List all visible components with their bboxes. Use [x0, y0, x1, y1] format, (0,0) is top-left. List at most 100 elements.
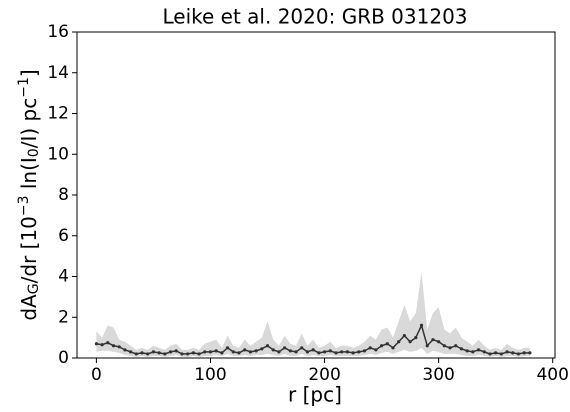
data-point: [488, 352, 492, 356]
data-point: [191, 351, 195, 355]
data-point: [111, 344, 116, 348]
data-point: [225, 346, 230, 350]
data-point: [345, 350, 349, 354]
y-tick-label: 2: [58, 307, 69, 327]
x-tick-label: 0: [91, 365, 102, 385]
data-point: [471, 350, 475, 354]
data-point: [454, 344, 458, 348]
uncertainty-band: [96, 272, 530, 357]
data-point: [528, 351, 532, 355]
data-point: [174, 349, 178, 353]
data-point: [522, 351, 526, 355]
data-point: [260, 347, 264, 351]
data-point: [305, 350, 310, 354]
data-point: [465, 349, 469, 353]
x-tick-label: 100: [194, 365, 226, 385]
data-point: [459, 347, 464, 351]
y-tick-label: 8: [58, 185, 69, 205]
data-point: [311, 348, 315, 352]
y-axis-label-part: −3: [16, 196, 32, 217]
data-point: [180, 352, 184, 356]
data-point: [271, 348, 275, 352]
data-point: [254, 349, 258, 353]
data-point: [322, 350, 327, 354]
data-point: [505, 350, 509, 354]
data-point: [408, 340, 412, 344]
data-point: [237, 351, 241, 355]
data-point: [328, 349, 332, 353]
data-point: [277, 350, 281, 354]
x-tick-label: 400: [536, 365, 568, 385]
y-axis-label-part: /: [17, 141, 41, 148]
y-tick-label: 10: [47, 144, 69, 164]
data-point: [317, 351, 321, 355]
data-point: [220, 351, 224, 355]
x-axis-label: r [pc]: [288, 383, 342, 407]
data-point: [494, 351, 498, 355]
data-point: [511, 351, 515, 355]
data-point: [231, 350, 235, 354]
y-axis-label-part: ]: [17, 69, 41, 77]
y-axis-label-part: −1: [16, 77, 32, 98]
data-point: [140, 351, 144, 355]
data-point: [265, 344, 270, 348]
data-point: [214, 349, 218, 353]
data-point: [397, 340, 401, 344]
x-tick-label: 300: [422, 365, 454, 385]
data-point: [94, 342, 98, 346]
data-point: [134, 352, 138, 356]
y-tick-label: 14: [47, 63, 69, 83]
data-point: [379, 344, 384, 348]
data-point: [117, 345, 121, 349]
y-axis-label-part: dA: [17, 294, 41, 321]
data-point: [368, 346, 372, 350]
data-point: [288, 349, 292, 353]
data-point: [129, 350, 133, 354]
data-point: [100, 343, 104, 347]
data-point: [163, 352, 167, 356]
y-axis-label-part: I: [17, 136, 41, 142]
data-point: [425, 344, 429, 348]
y-tick-label: 4: [58, 267, 69, 287]
data-point: [146, 352, 150, 356]
data-point: [414, 336, 418, 340]
y-axis-label: dAG/dr [10−3 ln(I0/I) pc−1]: [16, 69, 42, 320]
y-tick-label: 6: [58, 226, 69, 246]
data-point: [283, 346, 287, 350]
x-tick-label: 200: [308, 365, 340, 385]
y-axis-label-part: /dr [10: [17, 216, 41, 283]
data-point: [476, 348, 481, 352]
data-point: [243, 348, 247, 352]
data-point: [106, 341, 110, 345]
data-point: [334, 351, 338, 355]
data-point: [499, 352, 503, 356]
data-point: [482, 350, 486, 354]
data-point: [294, 350, 298, 354]
data-point: [168, 350, 173, 354]
y-tick-label: 16: [47, 22, 69, 42]
data-point: [157, 351, 161, 355]
data-point: [419, 323, 424, 327]
data-point: [374, 348, 378, 352]
y-tick-label: 12: [47, 104, 69, 124]
data-point: [391, 346, 395, 350]
chart-title: Leike et al. 2020: GRB 031203: [162, 5, 467, 29]
data-point: [351, 351, 355, 355]
y-axis-label-part: ) pc: [17, 98, 41, 136]
data-point: [248, 350, 253, 354]
data-point: [151, 350, 156, 354]
y-axis-label-part: G: [26, 283, 42, 294]
data-point: [203, 350, 207, 354]
data-point: [448, 346, 452, 350]
y-axis-label-part: I: [17, 157, 41, 163]
data-point: [385, 342, 389, 346]
data-point: [437, 340, 441, 344]
data-point: [186, 352, 190, 356]
data-point: [340, 350, 344, 354]
data-point: [442, 344, 446, 348]
plot-frame: [76, 31, 556, 359]
data-point: [197, 352, 201, 356]
data-point: [362, 349, 367, 353]
y-axis-label-part: 0: [26, 148, 42, 157]
